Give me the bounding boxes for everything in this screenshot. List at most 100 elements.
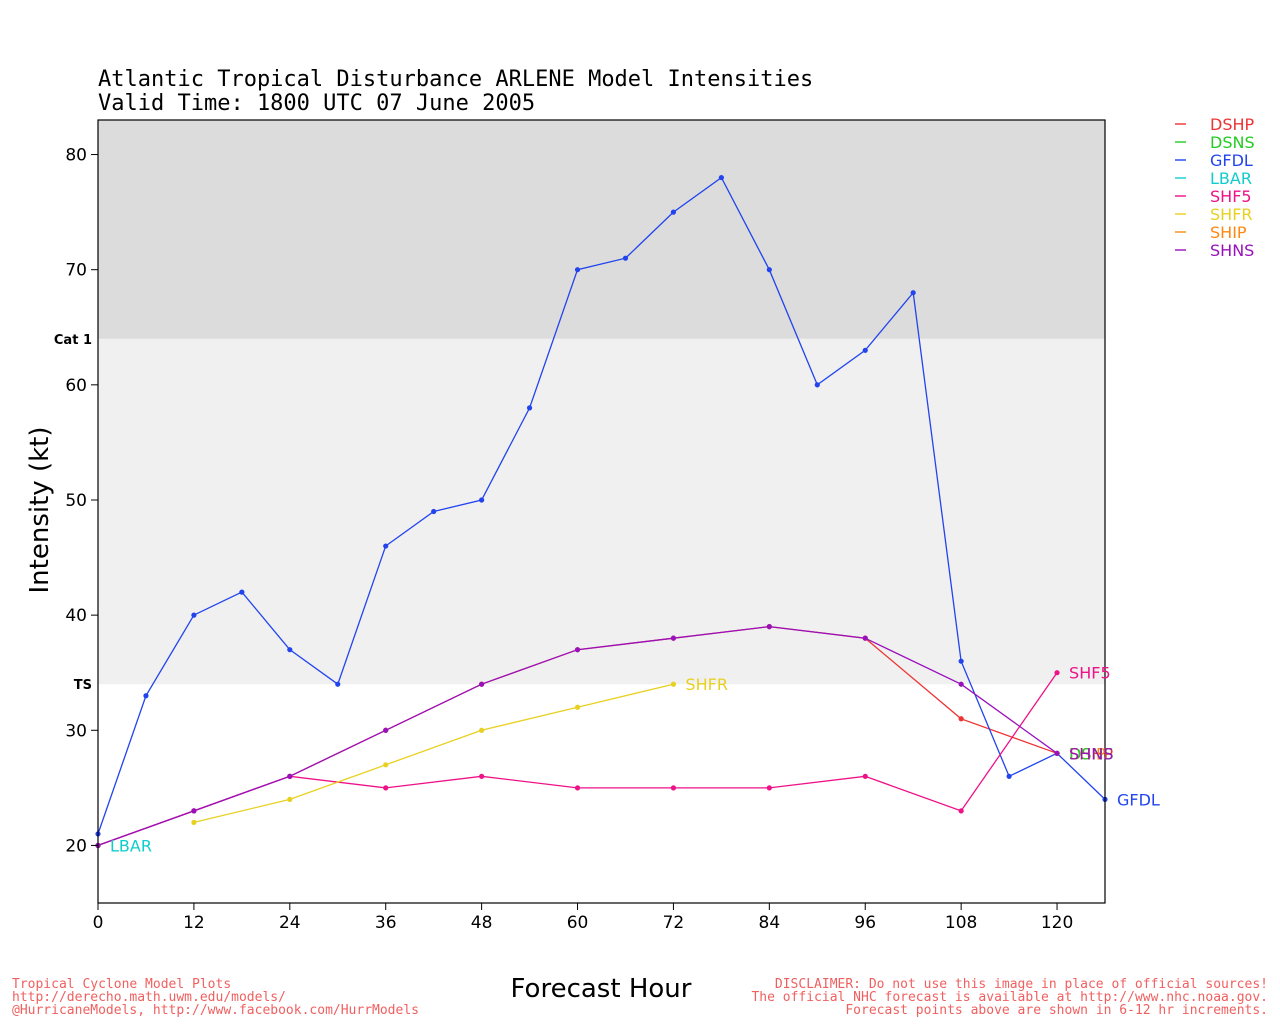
y-tick-label: 50: [65, 491, 87, 511]
x-tick-label: 24: [279, 913, 301, 933]
data-point-shns: [191, 808, 197, 814]
y-tick-label: 20: [65, 836, 87, 856]
data-point-shfr: [574, 704, 581, 710]
series-points: [95, 174, 1108, 849]
series-line-gfdl: [97, 176, 1106, 835]
data-point-gfdl: [958, 658, 964, 664]
data-point-gfdl: [814, 382, 820, 388]
end-label-gfdl: GFDL: [1117, 790, 1160, 809]
footer-right-line2: The official NHC forecast is available a…: [751, 990, 1268, 1005]
data-point-shf5: [958, 808, 964, 814]
x-tick-label: 36: [375, 913, 397, 933]
data-point-gfdl: [910, 290, 916, 296]
series-line-shfr: [193, 683, 674, 824]
y-tick-label: 40: [65, 606, 87, 626]
x-tick-label: 120: [1041, 913, 1073, 933]
data-point-shns: [479, 681, 485, 687]
legend-label-gfdl: GFDL: [1210, 151, 1253, 170]
chart-subtitle: Valid Time: 1800 UTC 07 June 2005: [98, 91, 535, 116]
x-tick-label: 108: [945, 913, 977, 933]
data-point-shfr: [383, 762, 389, 768]
end-label-shns: SHNS: [1069, 744, 1113, 763]
data-point-gfdl: [670, 209, 677, 215]
data-point-gfdl: [526, 405, 533, 411]
x-tick-label: 96: [854, 913, 876, 933]
y-tick-label: 80: [65, 146, 87, 166]
data-point-gfdl: [574, 267, 581, 273]
plot-frame: [97, 119, 1106, 904]
data-point-gfdl: [479, 497, 485, 503]
band-label-ts: TS: [74, 678, 92, 693]
data-point-shfr: [287, 796, 293, 802]
data-point-shf5: [1054, 670, 1060, 676]
y-tick-label: 60: [65, 376, 87, 396]
data-point-shfr: [670, 681, 677, 687]
legend-label-shns: SHNS: [1210, 241, 1254, 260]
data-point-shns: [287, 773, 293, 779]
data-point-shns: [574, 647, 581, 653]
legend-label-lbar: LBAR: [1210, 169, 1252, 188]
data-point-shf5: [479, 773, 485, 779]
data-point-gfdl: [766, 267, 772, 273]
footer-left-line1: Tropical Cyclone Model Plots: [12, 977, 231, 992]
chart-title: Atlantic Tropical Disturbance ARLENE Mod…: [98, 67, 813, 92]
data-point-shns: [670, 635, 677, 641]
data-point-gfdl: [239, 589, 245, 595]
data-point-gfdl: [383, 543, 389, 549]
end-label-dsns: DSNS: [1069, 744, 1114, 763]
legend-label-shfr: SHFR: [1210, 205, 1253, 224]
end-label-dshp: DSHP: [1069, 744, 1114, 763]
legend-label-ship: SHIP: [1210, 223, 1247, 242]
legend-label-shf5: SHF5: [1210, 187, 1252, 206]
data-point-gfdl: [718, 174, 724, 181]
data-point-shf5: [862, 773, 868, 779]
intensity-bands: TS Cat 1: [54, 120, 1105, 693]
footer-right-line3: Forecast points above are shown in 6-12 …: [845, 1003, 1268, 1018]
x-tick-label: 72: [663, 913, 685, 933]
data-point-shns: [383, 727, 389, 733]
data-point-shns: [958, 681, 964, 687]
x-tick-label: 84: [759, 913, 781, 933]
data-point-shns: [1054, 750, 1060, 756]
band-label-cat-1: Cat 1: [54, 333, 92, 348]
data-point-shfr: [191, 819, 197, 825]
data-point-gfdl: [1006, 773, 1012, 779]
data-point-dshp: [958, 716, 964, 722]
footer-right-line1: DISCLAIMER: Do not use this image in pla…: [775, 977, 1268, 992]
data-point-shns: [766, 624, 772, 630]
x-axis-ticks: 0 12 24 36 48 60 72 84 96 108 120: [93, 903, 1073, 933]
data-point-gfdl: [191, 612, 197, 618]
data-point-shf5: [383, 785, 389, 791]
series-line-shf5: [97, 672, 1058, 847]
legend-label-dshp: DSHP: [1210, 115, 1255, 134]
x-axis-label: Forecast Hour: [511, 974, 692, 1004]
end-label-shf5: SHF5: [1069, 664, 1111, 683]
end-label-ship: SHIP: [1069, 744, 1106, 763]
y-tick-label: 70: [65, 261, 87, 281]
end-label-shfr: SHFR: [685, 675, 728, 694]
data-point-gfdl: [431, 508, 437, 515]
data-point-gfdl: [287, 647, 293, 653]
x-tick-label: 48: [471, 913, 493, 933]
data-point-shf5: [670, 785, 677, 791]
y-axis-label: Intensity (kt): [25, 427, 55, 594]
data-point-gfdl: [335, 681, 341, 687]
data-point-shfr: [479, 727, 485, 733]
y-axis-ticks: 20 30 40 50 60 70 80: [65, 146, 98, 856]
data-point-shns: [862, 635, 868, 641]
data-point-gfdl: [143, 693, 149, 699]
data-point-shf5: [574, 785, 581, 791]
band-cat-1: [98, 120, 1105, 339]
y-tick-label: 30: [65, 721, 87, 741]
x-tick-label: 12: [183, 913, 205, 933]
band-ts: [98, 338, 1105, 685]
footer-left-line3: @HurricaneModels, http://www.facebook.co…: [12, 1003, 419, 1018]
legend-label-dsns: DSNS: [1210, 133, 1255, 152]
data-point-shf5: [766, 785, 772, 791]
end-label-lbar: LBAR: [110, 836, 152, 855]
x-tick-label: 0: [93, 913, 104, 933]
data-point-gfdl: [622, 255, 629, 261]
